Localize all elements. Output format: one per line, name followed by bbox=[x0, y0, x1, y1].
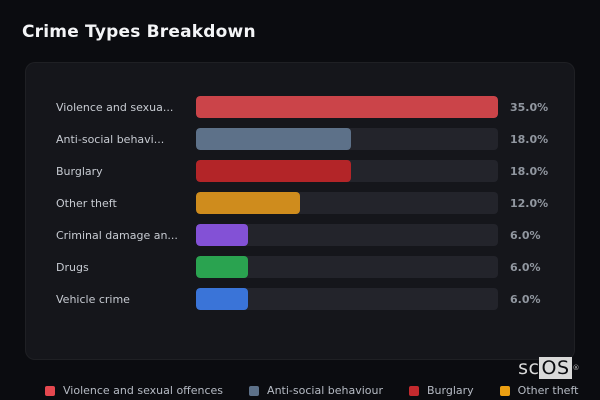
bar-track bbox=[196, 224, 498, 246]
legend-swatch-icon bbox=[45, 385, 55, 396]
bar-track bbox=[196, 288, 498, 310]
bar-value-label: 18.0% bbox=[510, 132, 549, 146]
bar-category-label: Other theft bbox=[56, 196, 117, 210]
bar-value-label: 12.0% bbox=[510, 196, 549, 210]
bar-value-label: 35.0% bbox=[510, 100, 549, 114]
bar-category-label: Anti-social behavi... bbox=[56, 132, 165, 146]
bar-fill[interactable] bbox=[196, 192, 300, 214]
legend-item-label: Anti-social behaviour bbox=[267, 384, 383, 397]
chart-legend: Violence and sexual offences Anti-social… bbox=[45, 384, 578, 397]
bar-value-label: 6.0% bbox=[510, 260, 541, 274]
scos-logo: sc OS ® bbox=[518, 357, 580, 379]
legend-swatch-icon bbox=[249, 385, 260, 396]
bar-row: Violence and sexua... 35.0% bbox=[26, 91, 574, 123]
bar-row: Other theft 12.0% bbox=[26, 187, 574, 219]
bar-row: Anti-social behavi... 18.0% bbox=[26, 123, 574, 155]
legend-item-label: Burglary bbox=[427, 384, 474, 397]
legend-swatch-icon bbox=[409, 385, 419, 396]
bar-row: Vehicle crime 6.0% bbox=[26, 283, 574, 315]
bar-category-label: Vehicle crime bbox=[56, 292, 130, 306]
bar-row: Burglary 18.0% bbox=[26, 155, 574, 187]
bar-fill[interactable] bbox=[196, 160, 352, 182]
bar-rows-container: Violence and sexua... 35.0% Anti-social … bbox=[26, 91, 574, 315]
bar-category-label: Drugs bbox=[56, 260, 89, 274]
legend-swatch-icon bbox=[499, 385, 510, 396]
bar-row: Drugs 6.0% bbox=[26, 251, 574, 283]
scos-logo-sc: sc bbox=[518, 357, 540, 379]
bar-category-label: Burglary bbox=[56, 164, 103, 178]
bar-row: Criminal damage an... 6.0% bbox=[26, 219, 574, 251]
bar-value-label: 18.0% bbox=[510, 164, 549, 178]
bar-value-label: 6.0% bbox=[510, 292, 541, 306]
bar-fill[interactable] bbox=[196, 128, 352, 150]
legend-item-label: Violence and sexual offences bbox=[63, 384, 224, 397]
bar-value-label: 6.0% bbox=[510, 228, 541, 242]
bar-fill[interactable] bbox=[196, 96, 498, 118]
bar-track bbox=[196, 128, 498, 150]
bar-fill[interactable] bbox=[196, 256, 248, 278]
bar-fill[interactable] bbox=[196, 288, 248, 310]
bar-track bbox=[196, 256, 498, 278]
bar-track bbox=[196, 96, 498, 118]
bar-category-label: Criminal damage an... bbox=[56, 228, 178, 242]
legend-item-label: Other theft bbox=[517, 384, 579, 397]
legend-item[interactable]: Burglary bbox=[409, 384, 474, 397]
legend-item[interactable]: Anti-social behaviour bbox=[249, 384, 383, 397]
legend-item[interactable]: Violence and sexual offences bbox=[45, 384, 223, 397]
bar-track bbox=[196, 192, 498, 214]
registered-trademark-icon: ® bbox=[572, 364, 580, 372]
scos-logo-os: OS bbox=[539, 357, 572, 379]
page-title: Crime Types Breakdown bbox=[22, 22, 256, 42]
bar-track bbox=[196, 160, 498, 182]
legend-item[interactable]: Other theft bbox=[499, 384, 579, 397]
bar-fill[interactable] bbox=[196, 224, 248, 246]
bar-category-label: Violence and sexua... bbox=[56, 100, 174, 114]
crime-types-chart-panel: Violence and sexua... 35.0% Anti-social … bbox=[25, 62, 575, 360]
